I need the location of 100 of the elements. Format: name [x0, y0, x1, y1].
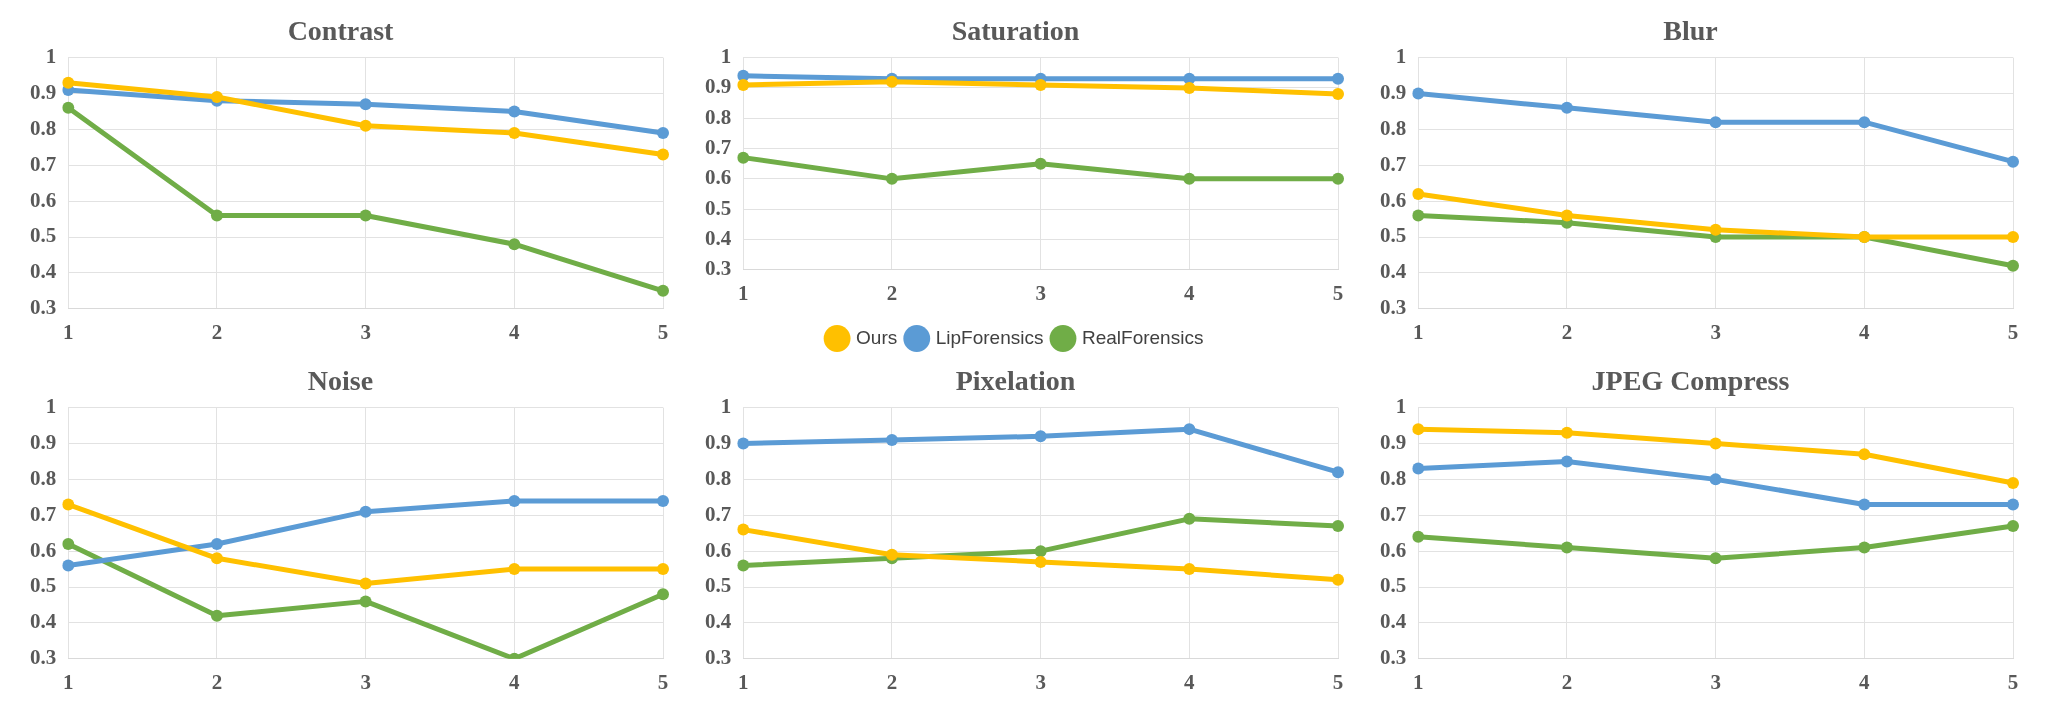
point	[885, 172, 898, 185]
y-tick-label: 0.6	[705, 537, 732, 562]
y-tick-label: 0.3	[1380, 295, 1407, 320]
y-tick-label: 0.7	[705, 501, 732, 526]
point	[359, 595, 372, 608]
point	[1183, 81, 1196, 94]
x-tick-label: 2	[211, 669, 223, 694]
point	[1034, 430, 1047, 443]
y-tick-label: 0.7	[1380, 501, 1407, 526]
y-tick-label: 0.7	[1380, 151, 1407, 176]
x-tick-label: 4	[509, 669, 521, 694]
x-tick-label: 2	[1561, 319, 1573, 344]
x-tick-label: 1	[738, 669, 749, 694]
point	[657, 284, 669, 297]
x-tick-label: 5	[657, 669, 669, 694]
point	[508, 238, 521, 251]
point	[210, 209, 223, 222]
x-tick-label: 1	[1413, 669, 1424, 694]
point	[1332, 520, 1344, 533]
point	[1560, 209, 1573, 222]
point	[62, 101, 75, 114]
y-tick-label: 0.7	[705, 134, 732, 159]
y-tick-label: 0.4	[705, 609, 732, 634]
point	[1858, 498, 1871, 511]
x-tick-label: 1	[1413, 319, 1424, 344]
point	[657, 126, 669, 139]
y-tick-label: 0.4	[1380, 609, 1407, 634]
point	[1709, 223, 1722, 236]
point	[359, 209, 372, 222]
point	[2007, 476, 2019, 489]
point	[657, 494, 669, 507]
point	[2007, 259, 2019, 272]
x-tick-label: 5	[1332, 280, 1344, 305]
y-tick-label: 1	[720, 44, 732, 69]
point	[737, 151, 750, 164]
y-tick-label: 0.4	[705, 225, 732, 250]
chart-title: JPEG Compress	[1591, 365, 1790, 397]
chart-title: Contrast	[287, 15, 395, 47]
point	[2007, 498, 2019, 511]
legend-label: Ours	[856, 326, 898, 348]
point	[2007, 231, 2019, 244]
point	[359, 505, 372, 518]
point	[359, 577, 372, 590]
y-tick-label: 0.9	[1380, 429, 1407, 454]
x-tick-label: 5	[1332, 669, 1344, 694]
y-tick-label: 0.4	[30, 259, 57, 284]
y-tick-label: 0.8	[1380, 465, 1407, 490]
point	[62, 537, 75, 550]
x-tick-label: 1	[738, 280, 749, 305]
point	[1709, 552, 1722, 565]
y-tick-label: 0.6	[1380, 537, 1407, 562]
point	[62, 559, 75, 572]
point	[1332, 87, 1344, 100]
point	[1332, 72, 1344, 85]
x-tick-label: 3	[1710, 669, 1721, 694]
point	[1412, 187, 1425, 200]
point	[359, 119, 372, 132]
y-tick-label: 1	[45, 44, 57, 69]
x-tick-label: 5	[657, 319, 669, 344]
point	[210, 609, 223, 622]
point	[1560, 541, 1573, 554]
point	[1034, 545, 1047, 558]
x-tick-label: 4	[509, 319, 521, 344]
y-tick-label: 0.8	[30, 115, 57, 140]
y-tick-label: 0.5	[1380, 573, 1407, 598]
point	[737, 437, 750, 450]
x-tick-label: 3	[360, 669, 371, 694]
y-tick-label: 0.4	[1380, 259, 1407, 284]
y-tick-label: 0.6	[705, 165, 732, 190]
x-tick-label: 2	[211, 319, 223, 344]
point	[210, 537, 223, 550]
point	[1560, 101, 1573, 114]
point	[1183, 563, 1196, 576]
y-tick-label: 0.3	[705, 645, 732, 670]
x-tick-label: 5	[2007, 669, 2019, 694]
chart-title: Blur	[1663, 15, 1718, 47]
point	[1183, 512, 1196, 525]
chart-title: Pixelation	[955, 365, 1076, 397]
legend-label: LipForensics	[935, 326, 1044, 348]
x-tick-label: 2	[1561, 669, 1573, 694]
y-tick-label: 1	[45, 394, 57, 419]
y-tick-label: 0.9	[1380, 79, 1407, 104]
y-tick-label: 0.5	[30, 223, 57, 248]
point	[1560, 455, 1573, 468]
x-tick-label: 3	[1035, 669, 1046, 694]
point	[1034, 157, 1047, 170]
x-tick-label: 1	[63, 319, 74, 344]
point	[1858, 448, 1871, 461]
point	[508, 126, 521, 139]
point	[737, 523, 750, 536]
y-tick-label: 0.8	[30, 465, 57, 490]
x-tick-label: 3	[360, 319, 371, 344]
point	[1858, 116, 1871, 129]
x-tick-label: 3	[1710, 319, 1721, 344]
point	[1183, 423, 1196, 436]
y-tick-label: 0.5	[705, 573, 732, 598]
point	[1709, 473, 1722, 486]
y-tick-label: 0.6	[30, 187, 57, 212]
point	[1412, 209, 1425, 222]
y-tick-label: 1	[720, 394, 732, 419]
